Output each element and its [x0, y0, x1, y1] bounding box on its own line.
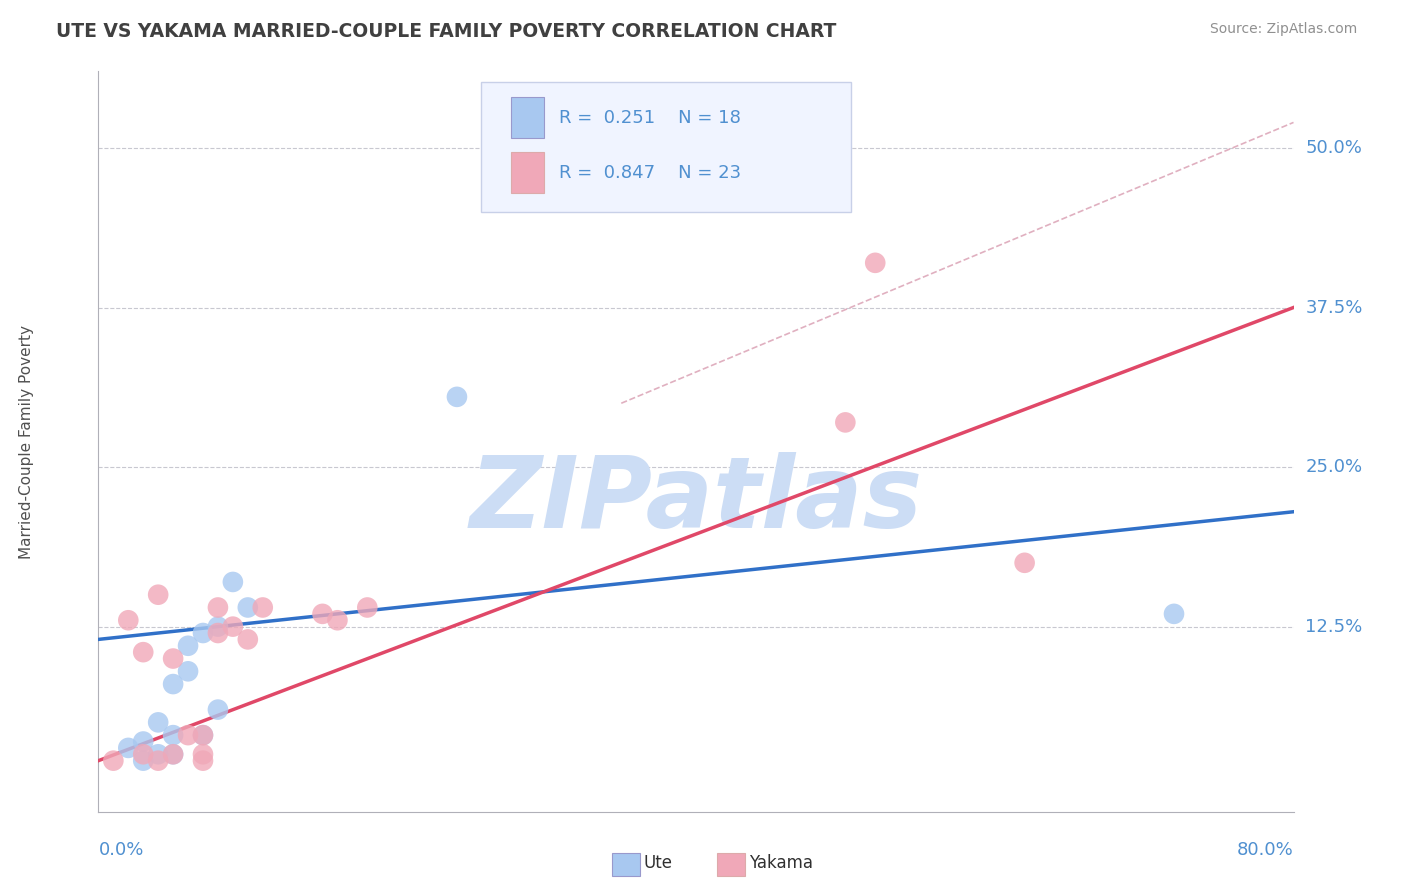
Point — [132, 754, 155, 768]
Point — [117, 740, 139, 755]
Point — [834, 416, 856, 430]
Point — [446, 390, 468, 404]
Point — [148, 747, 170, 762]
Point — [132, 747, 155, 762]
Point — [1163, 607, 1185, 621]
Point — [236, 632, 259, 647]
Point — [191, 728, 214, 742]
Point — [356, 600, 378, 615]
Point — [103, 754, 125, 768]
Text: Yakama: Yakama — [749, 855, 814, 872]
Point — [222, 574, 245, 589]
Point — [252, 600, 274, 615]
Point — [162, 651, 184, 665]
Point — [148, 754, 170, 768]
Point — [326, 613, 349, 627]
Text: Married-Couple Family Poverty: Married-Couple Family Poverty — [20, 325, 34, 558]
Text: 25.0%: 25.0% — [1306, 458, 1362, 476]
Point — [1014, 556, 1036, 570]
Point — [148, 715, 170, 730]
Point — [132, 734, 155, 748]
Point — [177, 639, 200, 653]
Point — [148, 588, 170, 602]
Point — [191, 728, 214, 742]
Text: R =  0.847    N = 23: R = 0.847 N = 23 — [558, 164, 741, 182]
Text: UTE VS YAKAMA MARRIED-COUPLE FAMILY POVERTY CORRELATION CHART: UTE VS YAKAMA MARRIED-COUPLE FAMILY POVE… — [56, 22, 837, 41]
Text: 0.0%: 0.0% — [98, 841, 143, 859]
Point — [162, 747, 184, 762]
Text: R =  0.251    N = 18: R = 0.251 N = 18 — [558, 109, 741, 127]
FancyBboxPatch shape — [510, 97, 544, 138]
Point — [236, 600, 259, 615]
Point — [207, 703, 229, 717]
Point — [177, 728, 200, 742]
Text: Ute: Ute — [644, 855, 673, 872]
Text: 80.0%: 80.0% — [1237, 841, 1294, 859]
Point — [222, 620, 245, 634]
FancyBboxPatch shape — [510, 153, 544, 194]
Point — [162, 747, 184, 762]
Point — [207, 600, 229, 615]
Point — [162, 677, 184, 691]
Point — [191, 747, 214, 762]
Point — [177, 665, 200, 679]
Point — [207, 626, 229, 640]
Point — [311, 607, 333, 621]
Point — [117, 613, 139, 627]
Point — [207, 620, 229, 634]
Text: ZIPatlas: ZIPatlas — [470, 452, 922, 549]
Point — [132, 645, 155, 659]
Point — [162, 728, 184, 742]
Text: Source: ZipAtlas.com: Source: ZipAtlas.com — [1209, 22, 1357, 37]
Text: 12.5%: 12.5% — [1306, 617, 1362, 636]
FancyBboxPatch shape — [481, 82, 852, 212]
Point — [191, 754, 214, 768]
Point — [191, 626, 214, 640]
Point — [865, 256, 887, 270]
Text: 50.0%: 50.0% — [1306, 139, 1362, 157]
Text: 37.5%: 37.5% — [1306, 299, 1362, 317]
